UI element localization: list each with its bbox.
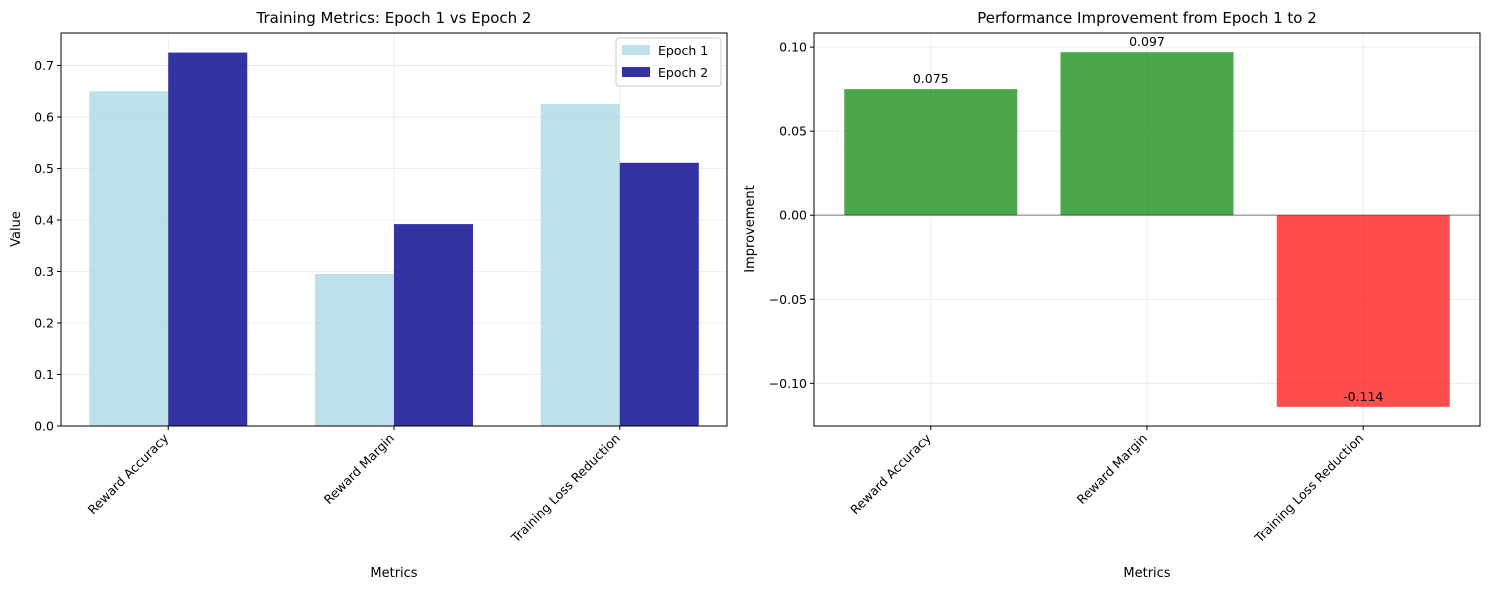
- chart1-ytick-label: 0.7: [34, 58, 54, 73]
- chart1-ytick-label: 0.5: [34, 161, 54, 176]
- chart2-title: Performance Improvement from Epoch 1 to …: [977, 9, 1317, 27]
- legend-swatch-epoch-2: [622, 67, 650, 77]
- chart1-ytick-label: 0.1: [34, 367, 54, 382]
- data-label-reward-accuracy: 0.075: [913, 71, 949, 86]
- chart2-ytick-label: −0.10: [769, 376, 807, 391]
- chart2-xtick-label: Training Loss Reduction: [1251, 431, 1366, 546]
- bar-improvement-reward-margin: [1060, 52, 1234, 216]
- chart2-xlabel: Metrics: [1123, 566, 1170, 581]
- data-label-training-loss-reduction: -0.114: [1343, 389, 1383, 404]
- bar-improvement-reward-accuracy: [844, 89, 1018, 216]
- chart1-ytick-label: 0.2: [34, 315, 54, 330]
- chart1-xtick-label: Training Loss Reduction: [507, 431, 622, 546]
- bar-improvement-training-loss-reduction: [1276, 215, 1450, 407]
- chart2-xtick-label: Reward Margin: [1074, 431, 1151, 508]
- legend-label-epoch-1: Epoch 1: [658, 43, 708, 58]
- chart1-ytick-label: 0.6: [34, 109, 54, 124]
- bar-epoch-1-reward-accuracy: [89, 91, 169, 426]
- chart1-ytick-label: 0.3: [34, 264, 54, 279]
- bar-epoch-1-reward-margin: [314, 274, 394, 426]
- chart-epoch-comparison: Training Metrics: Epoch 1 vs Epoch 2 0.0…: [9, 9, 728, 581]
- chart1-ylabel: Value: [9, 211, 24, 247]
- chart1-legend: Epoch 1 Epoch 2: [615, 37, 722, 87]
- legend-swatch-epoch-1: [622, 45, 650, 55]
- chart1-ytick-label: 0.0: [34, 419, 54, 434]
- chart2-ytick-label: 0.10: [779, 40, 807, 55]
- chart1-xlabel: Metrics: [370, 566, 417, 581]
- chart-improvement: Performance Improvement from Epoch 1 to …: [743, 9, 1481, 581]
- chart2-ytick-label: 0.00: [779, 208, 807, 223]
- chart2-xtick-label: Reward Accuracy: [847, 430, 934, 517]
- chart2-ylabel: Improvement: [743, 185, 758, 272]
- data-label-reward-margin: 0.097: [1129, 34, 1165, 49]
- chart1-title: Training Metrics: Epoch 1 vs Epoch 2: [256, 9, 532, 27]
- chart1-xtick-label: Reward Margin: [321, 431, 398, 508]
- chart2-ytick-label: −0.05: [769, 292, 807, 307]
- bar-epoch-2-training-loss-reduction: [619, 162, 699, 427]
- bar-epoch-2-reward-accuracy: [168, 52, 248, 426]
- bar-epoch-1-training-loss-reduction: [540, 104, 620, 426]
- chart1-xtick-label: Reward Accuracy: [85, 430, 172, 517]
- legend-label-epoch-2: Epoch 2: [658, 65, 708, 80]
- chart2-ytick-label: 0.05: [779, 124, 807, 139]
- chart1-ytick-label: 0.4: [34, 212, 54, 227]
- bar-epoch-2-reward-margin: [394, 224, 474, 426]
